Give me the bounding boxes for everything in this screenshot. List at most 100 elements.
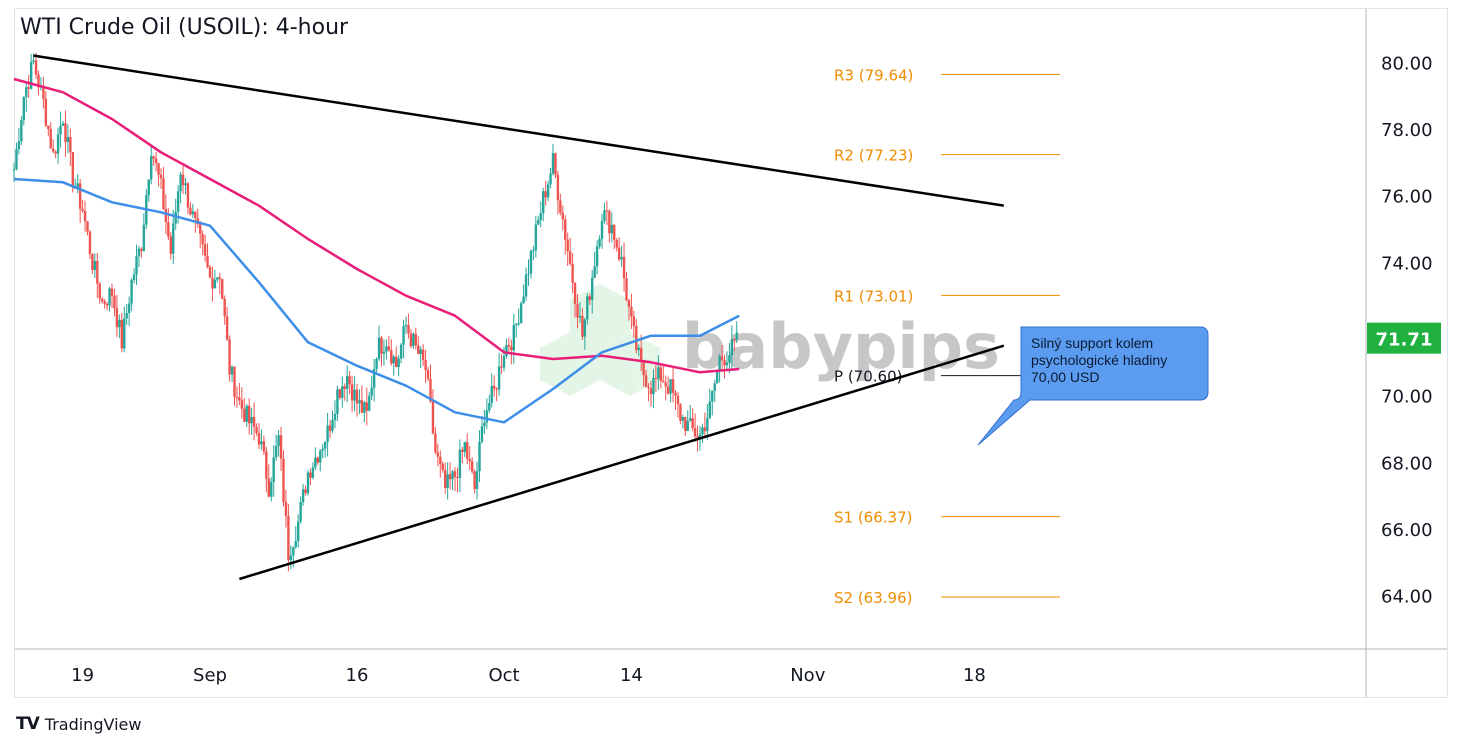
candle-body xyxy=(473,471,476,489)
candle-body xyxy=(265,451,268,479)
candle-body xyxy=(267,478,270,497)
candle-body xyxy=(654,377,658,379)
y-tick-label: 68.00 xyxy=(1381,453,1433,474)
candle-body xyxy=(556,174,560,201)
candle-body xyxy=(402,326,405,345)
candle-body xyxy=(213,279,217,289)
candle-body xyxy=(610,224,613,234)
candle-body xyxy=(708,401,711,419)
candle-body xyxy=(309,472,312,478)
candle-body xyxy=(534,224,538,251)
candle-body xyxy=(292,547,295,556)
y-tick-label: 76.00 xyxy=(1381,187,1433,208)
candle-body xyxy=(549,173,552,185)
candle-body xyxy=(66,137,70,142)
candle-body xyxy=(735,332,738,340)
candle-body xyxy=(458,449,462,479)
candle-body xyxy=(233,366,236,398)
candle-body xyxy=(137,248,141,257)
candle-body xyxy=(561,212,564,220)
candle-body xyxy=(380,337,383,354)
annotation-text: psychologické hladiny xyxy=(1031,352,1167,368)
candle-body xyxy=(461,449,464,452)
candle-body xyxy=(29,61,33,89)
candle-body xyxy=(199,224,202,235)
candle-body xyxy=(277,435,280,447)
candle-body xyxy=(358,400,361,404)
candle-body xyxy=(86,221,89,232)
candle-body xyxy=(248,405,251,424)
candle-body xyxy=(370,387,373,396)
candle-body xyxy=(211,277,214,289)
candle-body xyxy=(284,501,288,517)
candle-body xyxy=(206,255,209,267)
candle-body xyxy=(88,231,92,255)
candle-body xyxy=(140,248,143,251)
candle-body xyxy=(581,315,584,337)
x-tick-label: 14 xyxy=(620,665,643,686)
candle-body xyxy=(323,442,327,449)
tradingview-logo-icon: TV xyxy=(16,714,40,734)
candle-body xyxy=(615,239,618,248)
candle-body xyxy=(172,223,175,254)
candle-body xyxy=(218,277,221,279)
candle-body xyxy=(189,207,192,215)
candle-body xyxy=(83,210,87,222)
candle-body xyxy=(343,386,346,389)
pivot-label: R1 (73.01) xyxy=(834,287,913,305)
candle-body xyxy=(529,250,533,274)
candle-body xyxy=(644,375,648,387)
candle-body xyxy=(76,183,79,188)
candle-body xyxy=(54,151,57,154)
footer-brand[interactable]: TradingView xyxy=(44,714,142,734)
candle-body xyxy=(395,356,398,368)
candle-body xyxy=(42,85,45,99)
pivot-label: R2 (77.23) xyxy=(834,147,913,165)
candle-body xyxy=(480,426,484,442)
candle-body xyxy=(115,308,119,328)
candle-body xyxy=(272,457,275,483)
candle-body xyxy=(576,304,579,318)
candle-body xyxy=(355,389,359,404)
candle-body xyxy=(176,191,180,212)
candle-body xyxy=(608,210,611,234)
candle-body xyxy=(162,178,165,209)
candle-body xyxy=(603,210,606,222)
candle-body xyxy=(424,359,427,370)
candle-body xyxy=(617,247,621,260)
candle-body xyxy=(37,74,40,88)
candle-body xyxy=(544,191,547,198)
annotation-text: 70,00 USD xyxy=(1031,369,1099,385)
candle-body xyxy=(15,149,18,170)
candle-body xyxy=(59,125,62,135)
candle-body xyxy=(225,316,229,340)
candle-body xyxy=(497,366,501,390)
candle-body xyxy=(181,174,185,186)
candle-body xyxy=(637,347,640,351)
candle-body xyxy=(238,397,241,401)
candle-body xyxy=(360,400,364,413)
candle-body xyxy=(627,300,631,307)
candle-body xyxy=(240,400,244,409)
candle-body xyxy=(429,378,432,402)
candle-body xyxy=(377,337,381,359)
candle-body xyxy=(201,234,204,245)
candle-body xyxy=(630,306,633,317)
candle-body xyxy=(515,323,518,325)
candle-body xyxy=(431,401,435,434)
candle-body xyxy=(715,370,719,384)
candle-body xyxy=(701,427,704,435)
candle-body xyxy=(635,326,638,351)
x-tick-label: Oct xyxy=(488,665,519,686)
candle-body xyxy=(693,428,697,437)
candle-body xyxy=(353,389,356,401)
candle-body xyxy=(17,141,21,150)
candle-body xyxy=(69,137,72,153)
moving-average-fast xyxy=(13,177,740,424)
candle-body xyxy=(475,471,479,489)
candle-body xyxy=(186,183,190,208)
candle-body xyxy=(289,555,293,561)
candle-body xyxy=(703,427,707,432)
candle-body xyxy=(216,277,219,280)
